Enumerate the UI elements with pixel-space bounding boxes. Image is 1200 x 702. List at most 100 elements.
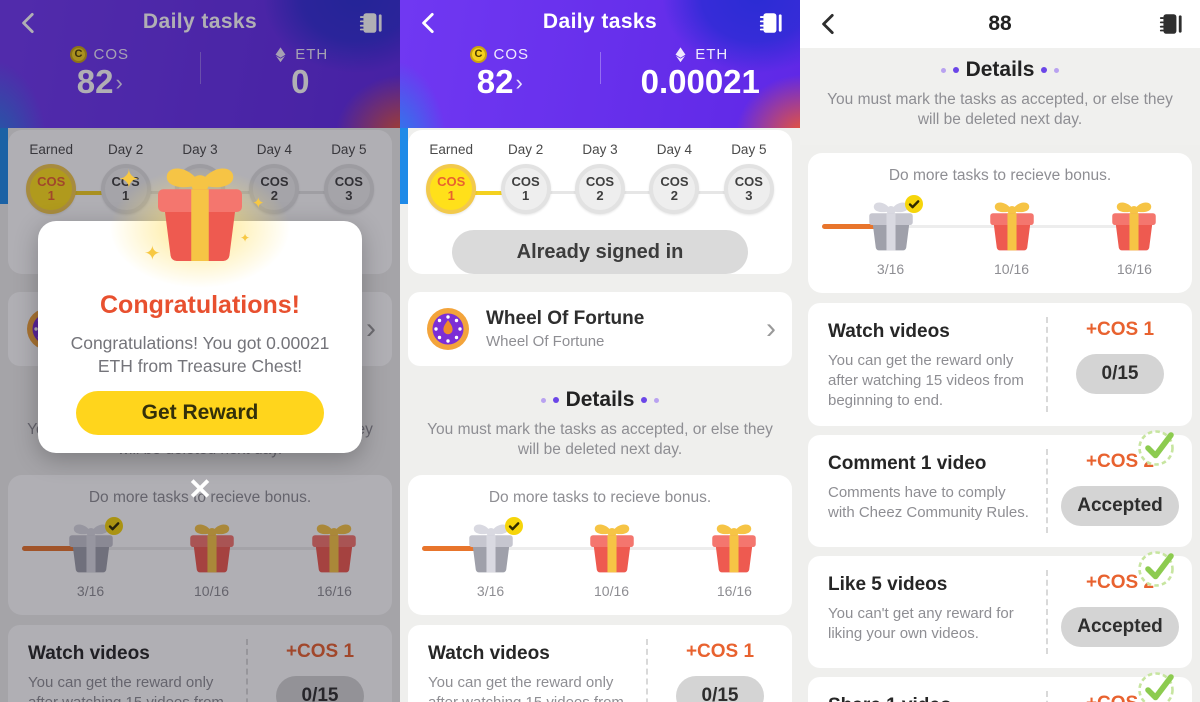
eth-balance: ETH 0 [201,46,401,100]
task-reward: +COS 2 [1086,693,1154,702]
task-reward: +COS 2 [1085,571,1155,593]
bonus-caption: Do more tasks to recieve bonus. [488,488,712,506]
bonus-gift-2[interactable] [583,518,641,576]
progress-track [828,224,1146,228]
milestone-label: 10/16 [593,582,630,599]
task-share-video: Share 1 video Share your favorite video.… [808,677,1192,702]
day-item-earned: Earned COS 1 [414,142,488,214]
cos-balance[interactable]: C COS 82› [0,46,200,100]
back-button[interactable] [416,10,442,36]
progress-fill [422,545,488,551]
decor-blob [0,128,8,204]
task-status-pill[interactable]: 0/15 [1076,353,1164,394]
task-status-pill[interactable]: 0/15 [276,675,364,702]
task-status-pill[interactable]: Accepted [1061,606,1179,647]
close-icon[interactable]: ✕ [187,474,213,506]
task-reward-side: +COS 1 0/15 [1046,316,1192,412]
wheel-texts: Wheel Of Fortune Wheel Of Fortune [486,308,766,350]
notebook-icon [758,10,784,36]
task-description: You can get the reward only after watchi… [28,673,224,702]
details-title: Details [565,388,635,411]
back-icon [816,11,842,37]
day-label: Day 4 [256,142,293,157]
day-label: Day 5 [731,142,767,157]
star-icon: ✦ [118,164,140,194]
coin-num: 1 [521,188,530,203]
coin-text: COS [734,173,763,189]
bonus-gift-1[interactable] [862,196,920,254]
check-icon [504,516,524,536]
page-title: Daily tasks [142,10,258,33]
day-label: Earned [429,142,473,157]
task-reward-side: +COS 2 Accepted [1046,690,1192,702]
milestone-label: 10/16 [193,582,230,599]
bonus-gift-3[interactable] [705,518,763,576]
already-signed-in-button[interactable]: Already signed in [452,230,748,274]
task-reward-side: +COS 1 0/15 [646,638,792,702]
progress-fill [22,545,88,551]
task-title: Watch videos [828,320,950,342]
milestone-label: 3/16 [476,582,505,599]
coin-text: COS [585,173,615,189]
coin-num: 3 [745,188,753,203]
get-reward-button[interactable]: Get Reward [76,391,324,435]
day-label: Day 3 [182,142,218,157]
panel-daily-tasks: Daily tasks C COS 82› ETH 0.00021 Earned C… [400,0,800,702]
coin-text: COS [37,173,66,189]
bonus-gift-3[interactable] [1105,196,1163,254]
task-watch-videos: Watch videos You can get the reward only… [808,302,1192,426]
dot-icon [940,67,946,73]
eth-label: ETH [695,46,729,63]
eth-value: 0 [291,63,310,100]
task-watch-videos: Watch videos You can get the reward only… [8,624,392,702]
top-bar: Daily tasks [400,0,800,44]
task-title: Watch videos [28,642,150,664]
day-coin: COS 3 [723,164,774,214]
decor-blob [400,128,408,204]
eth-label: ETH [295,46,329,63]
task-reward-side: +COS 2 Accepted [1046,448,1192,533]
cos-balance[interactable]: C COS 82› [400,46,600,100]
task-description: You can't get any reward for liking your… [828,604,1014,642]
day-label: Day 2 [507,142,544,157]
tasks-log-button[interactable] [758,10,784,36]
coin-text: COS [260,173,289,189]
accepted-check-icon [1134,664,1184,702]
task-description: You can get the reward only after watchi… [828,351,1024,410]
coin-text: COS [660,173,689,189]
bonus-gift-2[interactable] [983,196,1041,254]
page-title: Daily tasks [542,10,658,33]
accepted-check-icon [1134,543,1184,593]
wheel-subtitle: Wheel Of Fortune [486,333,605,350]
task-status-pill[interactable]: Accepted [1061,485,1179,526]
cos-value: 82 [76,63,114,100]
daily-tasks-header: Daily tasks C COS 82› ETH 0.00021 [400,0,800,128]
panel-daily-tasks-modal: Daily tasks C COS 82› ETH 0 Earned COS 1 Da… [0,0,400,702]
milestone-label: 3/16 [876,260,905,277]
bonus-gift-1[interactable] [462,518,520,576]
task-status-pill[interactable]: 0/15 [676,675,764,702]
tasks-log-button[interactable] [1158,11,1184,37]
dot-icon [540,397,546,403]
cos-label: COS [493,46,529,63]
modal-title: Congratulations! [100,291,300,319]
task-reward-side: +COS 1 0/15 [246,638,392,702]
wheel-title: Wheel Of Fortune [486,308,645,329]
dot-icon [654,397,660,403]
day-item-5: Day 5 COS 3 [274,142,386,214]
bonus-caption: Do more tasks to recieve bonus. [88,488,312,506]
back-button[interactable] [816,11,842,37]
balances: C COS 82› ETH 0.00021 [400,46,800,100]
wheel-of-fortune-row[interactable]: Wheel Of Fortune Wheel Of Fortune › [408,292,792,366]
task-title: Comment 1 video [828,452,987,474]
task-title: Watch videos [428,642,550,664]
day-coin: COS 3 [323,164,374,214]
accepted-check-icon [1134,422,1184,472]
balances: C COS 82› ETH 0 [0,46,400,100]
